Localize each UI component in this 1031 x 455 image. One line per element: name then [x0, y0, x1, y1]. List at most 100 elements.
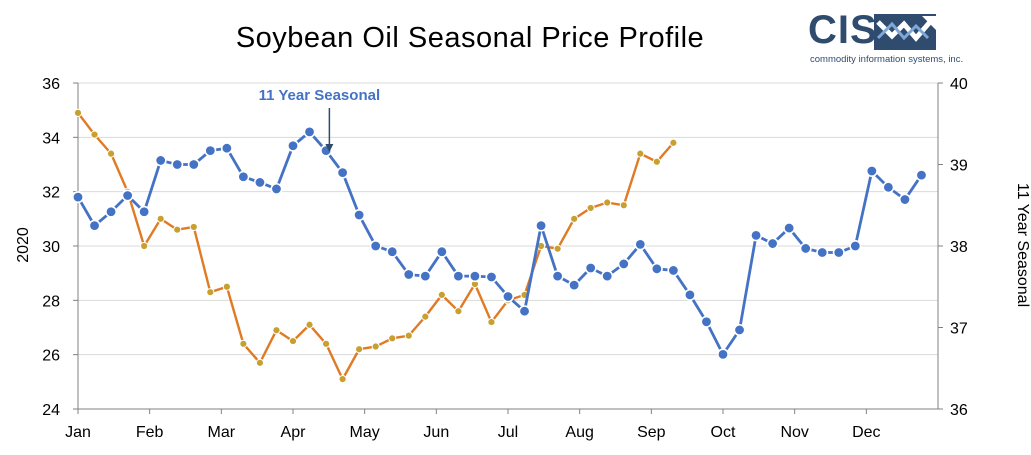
data-point — [270, 182, 283, 195]
x-tick-label: May — [350, 424, 380, 441]
y-axis-right-label: 11 Year Seasonal — [1014, 183, 1031, 307]
y-left-tick-label: 28 — [42, 293, 60, 310]
data-point — [222, 282, 231, 291]
data-point — [898, 193, 911, 206]
x-tick-label: Feb — [136, 424, 164, 441]
y-right-tick-label: 38 — [950, 239, 968, 256]
data-point — [865, 165, 878, 178]
data-point — [882, 181, 895, 194]
data-point — [419, 270, 432, 283]
data-point — [553, 244, 562, 253]
data-point — [189, 222, 198, 232]
x-tick-label: Jun — [423, 424, 449, 441]
data-point — [338, 375, 347, 384]
data-point — [404, 331, 413, 340]
data-point — [421, 312, 430, 321]
x-tick-label: Jan — [65, 424, 91, 441]
data-point — [435, 245, 448, 258]
x-tick-label: Jul — [498, 424, 518, 441]
y-left-tick-label: 34 — [42, 130, 60, 147]
data-point — [220, 142, 233, 155]
y-right-tick-label: 39 — [950, 158, 968, 175]
cis-logo: CIS commodity information systems, inc. — [806, 8, 963, 68]
x-tick-label: Sep — [637, 424, 666, 441]
data-point — [371, 342, 380, 351]
data-point — [171, 158, 184, 171]
data-point — [487, 317, 496, 327]
data-point — [105, 205, 118, 218]
data-point — [305, 320, 314, 329]
axes: 24 26 28 30 32 34 36 36 37 38 39 40 Jan Feb Mar Apr May J… — [42, 76, 968, 441]
data-point — [733, 323, 746, 336]
data-point — [156, 214, 165, 223]
data-point — [603, 198, 612, 207]
x-tick-label: Aug — [565, 424, 593, 441]
data-point — [336, 166, 349, 179]
data-point — [849, 240, 862, 253]
data-point — [206, 288, 215, 297]
data-point — [584, 262, 597, 275]
data-point — [501, 290, 514, 303]
data-point — [255, 358, 265, 367]
data-point — [353, 209, 366, 222]
data-point — [652, 157, 661, 166]
data-point — [518, 305, 531, 318]
data-point — [799, 242, 812, 255]
logo-wordmark: CIS — [808, 8, 878, 52]
data-point — [237, 170, 250, 183]
data-point — [783, 222, 796, 235]
y-left-tick-label: 32 — [42, 185, 60, 202]
y-right-tick-label: 36 — [950, 402, 968, 419]
data-point — [73, 108, 83, 117]
data-point — [388, 334, 397, 343]
data-point — [551, 270, 564, 283]
y-left-tick-label: 36 — [42, 76, 60, 93]
data-point — [601, 270, 614, 283]
data-point — [173, 225, 182, 234]
data-point — [700, 315, 713, 328]
x-tick-label: Oct — [711, 424, 736, 441]
data-point — [121, 189, 134, 202]
data-point — [138, 205, 151, 218]
data-point — [154, 154, 167, 167]
data-point — [303, 125, 316, 138]
chart-title: Soybean Oil Seasonal Price Profile — [235, 22, 705, 54]
data-point — [667, 264, 680, 277]
data-point — [321, 339, 331, 348]
data-point — [617, 257, 630, 270]
data-point — [683, 288, 696, 301]
y-left-tick-label: 26 — [42, 348, 60, 365]
data-point — [239, 339, 248, 348]
data-point — [452, 270, 465, 283]
data-point — [816, 246, 829, 259]
x-tick-label: Dec — [852, 424, 880, 441]
data-point — [634, 238, 647, 251]
data-point — [619, 201, 628, 210]
data-point — [253, 176, 266, 189]
data-point — [636, 149, 645, 158]
data-point — [140, 241, 149, 251]
data-point — [88, 219, 101, 232]
data-point — [568, 279, 581, 292]
series-11-year-seasonal — [72, 125, 928, 361]
data-point — [187, 158, 200, 171]
x-tick-label: Mar — [208, 424, 236, 441]
series-layer — [72, 108, 928, 384]
axis-labels: 2020 11 Year Seasonal — [15, 183, 1031, 307]
annotation: 11 Year Seasonal — [259, 87, 380, 152]
logo-tagline: commodity information systems, inc. — [810, 54, 964, 65]
data-point — [468, 270, 481, 283]
data-point — [750, 229, 763, 242]
data-point — [286, 139, 299, 152]
data-point — [650, 262, 663, 275]
data-point — [204, 144, 217, 157]
data-point — [535, 219, 548, 232]
data-point — [832, 246, 845, 259]
data-point — [570, 214, 579, 223]
data-point — [766, 237, 779, 250]
data-point — [106, 149, 116, 158]
data-point — [485, 270, 498, 283]
data-point — [437, 290, 446, 299]
x-tick-label: Nov — [780, 424, 808, 441]
